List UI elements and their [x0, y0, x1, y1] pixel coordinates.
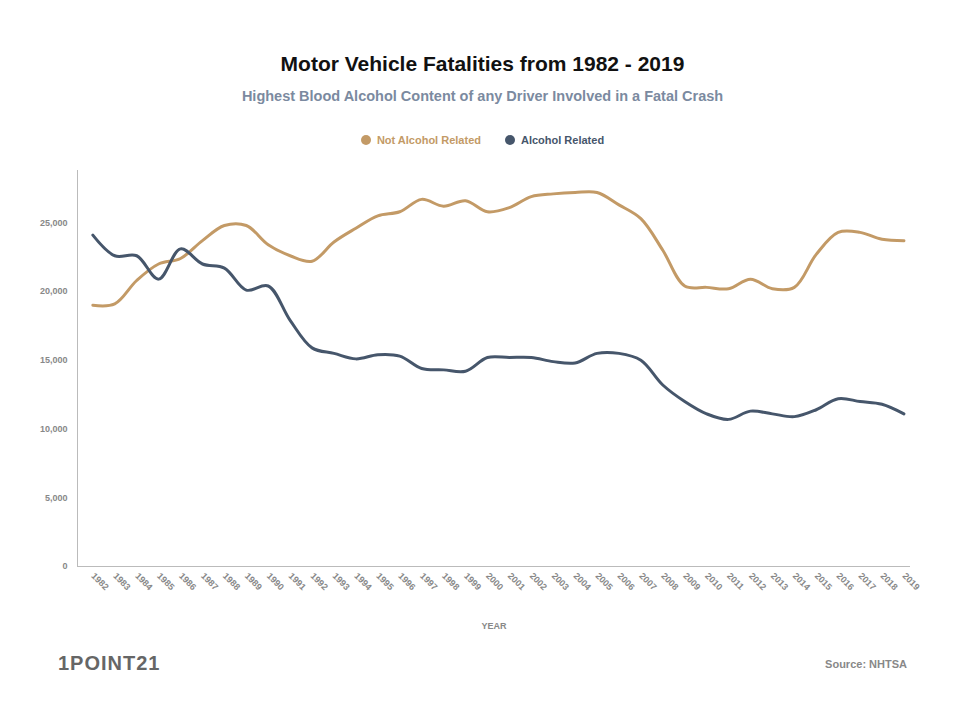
svg-text:2005: 2005 [594, 571, 615, 592]
svg-text:YEAR: YEAR [481, 621, 507, 631]
svg-text:1982: 1982 [89, 571, 110, 592]
svg-text:20,000: 20,000 [40, 286, 68, 296]
svg-text:1988: 1988 [221, 571, 242, 592]
html-text:Highest Blood Alcohol Content: Highest Blood Alcohol Content of any Dri… [241, 88, 724, 104]
svg-text:2017: 2017 [857, 571, 878, 592]
svg-text:1993: 1993 [331, 571, 352, 592]
svg-text:1995: 1995 [374, 571, 395, 592]
svg-text:1997: 1997 [418, 571, 439, 592]
svg-text:2013: 2013 [769, 571, 790, 592]
html-text:1POINT21: 1POINT21 [58, 652, 161, 674]
svg-text:2010: 2010 [703, 571, 724, 592]
html-text:Source: NHTSA: Source: NHTSA [825, 658, 907, 670]
svg-text:2019: 2019 [900, 571, 921, 592]
html-text:Not Alcohol Related: Not Alcohol Related [376, 134, 481, 146]
svg-text:2007: 2007 [637, 571, 658, 592]
svg-text:2006: 2006 [615, 571, 636, 592]
svg-text:1983: 1983 [111, 571, 132, 592]
svg-text:2000: 2000 [484, 571, 505, 592]
html-text:Motor Vehicle Fatalities from: Motor Vehicle Fatalities from 1982 - 201… [280, 52, 685, 75]
html-text:Alcohol Related: Alcohol Related [521, 134, 605, 146]
svg-text:2012: 2012 [747, 571, 768, 592]
svg-text:2002: 2002 [528, 571, 549, 592]
svg-text:2011: 2011 [725, 571, 746, 592]
svg-text:1991: 1991 [287, 571, 308, 592]
svg-text:2008: 2008 [659, 571, 680, 592]
svg-text:1999: 1999 [462, 571, 483, 592]
svg-text:15,000: 15,000 [40, 355, 68, 365]
svg-text:2014: 2014 [791, 571, 812, 592]
svg-text:2009: 2009 [681, 571, 702, 592]
svg-text:10,000: 10,000 [40, 424, 68, 434]
svg-text:1990: 1990 [265, 571, 286, 592]
svg-text:1984: 1984 [133, 571, 154, 592]
svg-text:2018: 2018 [879, 571, 900, 592]
svg-text:1989: 1989 [243, 571, 264, 592]
svg-text:25,000: 25,000 [40, 218, 68, 228]
svg-text:1996: 1996 [396, 571, 417, 592]
svg-text:1994: 1994 [352, 571, 373, 592]
svg-text:5,000: 5,000 [45, 493, 68, 503]
svg-text:2004: 2004 [572, 571, 593, 592]
svg-text:1992: 1992 [309, 571, 330, 592]
svg-text:1986: 1986 [177, 571, 198, 592]
svg-text:2003: 2003 [550, 571, 571, 592]
svg-text:0: 0 [62, 561, 67, 571]
svg-text:1998: 1998 [440, 571, 461, 592]
svg-text:2016: 2016 [835, 571, 856, 592]
svg-text:2001: 2001 [506, 571, 527, 592]
svg-text:1987: 1987 [199, 571, 220, 592]
svg-text:2015: 2015 [813, 571, 834, 592]
svg-text:1985: 1985 [155, 571, 176, 592]
